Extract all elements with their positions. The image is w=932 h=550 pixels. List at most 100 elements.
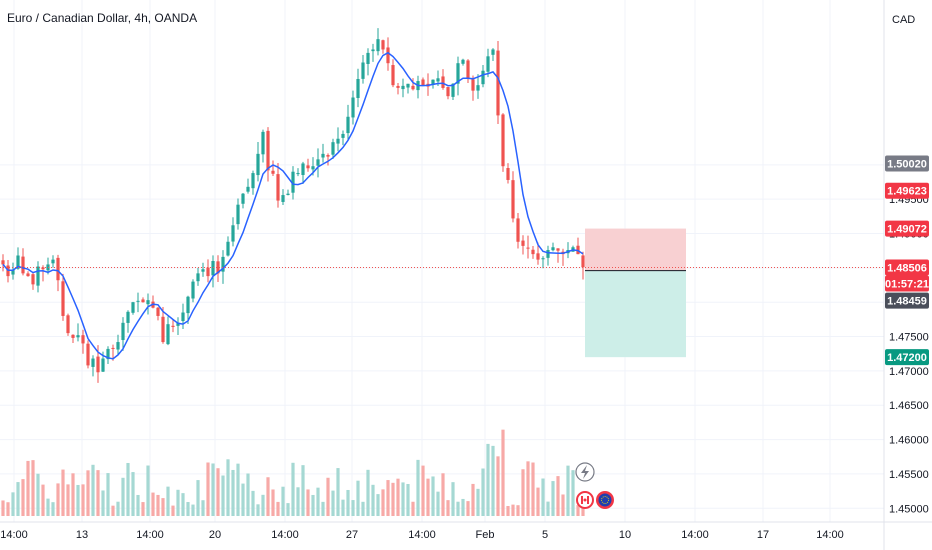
lightning-icon[interactable] [575,462,595,482]
candle-body[interactable] [461,59,465,64]
candle-body[interactable] [36,266,40,286]
candle-body[interactable] [1,260,5,265]
candle-body[interactable] [536,253,540,260]
candle-body[interactable] [201,269,205,272]
candle-body[interactable] [526,247,530,249]
candle-body[interactable] [321,153,325,158]
candle-body[interactable] [481,70,485,85]
candle-body[interactable] [61,281,65,316]
candle-body[interactable] [56,257,60,281]
candle-body[interactable] [451,83,455,97]
candle-body[interactable] [86,343,90,366]
candle-body[interactable] [281,195,285,202]
candle-body[interactable] [11,269,15,275]
candle-body[interactable] [301,163,305,176]
candle-body[interactable] [241,193,245,204]
price-badge-current[interactable]: 1.48506 [885,259,929,276]
candle-body[interactable] [546,250,550,258]
candle-body[interactable] [491,49,495,55]
price-badge-gray[interactable]: 1.50020 [885,155,929,172]
candle-body[interactable] [511,180,515,219]
candle-body[interactable] [531,249,535,255]
candle-body[interactable] [541,258,545,260]
candle-body[interactable] [196,273,200,282]
candle-body[interactable] [371,49,375,52]
candle-body[interactable] [126,311,130,323]
candle-body[interactable] [76,335,80,338]
candle-body[interactable] [221,256,225,272]
candle-body[interactable] [366,52,370,64]
candle-body[interactable] [271,170,275,174]
candle-body[interactable] [471,79,475,91]
candle-body[interactable] [296,173,300,175]
candle-body[interactable] [211,261,215,276]
candle-body[interactable] [506,168,510,180]
candle-body[interactable] [581,255,585,268]
candle-body[interactable] [51,259,55,264]
candle-body[interactable] [456,63,460,84]
candle-body[interactable] [306,165,310,169]
candle-body[interactable] [421,79,425,86]
candle-body[interactable] [276,174,280,201]
candle-body[interactable] [376,39,380,52]
candle-body[interactable] [401,85,405,90]
candle-body[interactable] [131,302,135,313]
candle-body[interactable] [436,78,440,82]
candle-body[interactable] [476,85,480,91]
candle-body[interactable] [146,300,150,305]
candle-body[interactable] [81,335,85,344]
candle-body[interactable] [21,256,25,274]
candle-body[interactable] [356,78,360,98]
candle-body[interactable] [191,281,195,299]
price-badge-countdown[interactable]: 01:57:21 [885,275,929,292]
candle-body[interactable] [291,171,295,193]
candle-body[interactable] [441,76,445,88]
candle-body[interactable] [266,130,270,171]
candle-body[interactable] [236,204,240,225]
candle-body[interactable] [286,193,290,196]
candle-body[interactable] [41,267,45,270]
candle-body[interactable] [216,261,220,274]
candle-body[interactable] [256,153,260,176]
candle-body[interactable] [91,358,95,367]
candle-body[interactable] [336,138,340,144]
candle-body[interactable] [171,325,175,327]
candle-body[interactable] [96,356,100,373]
candle-body[interactable] [206,267,210,277]
candle-body[interactable] [261,131,265,155]
candle-body[interactable] [351,97,355,118]
candle-body[interactable] [551,247,555,251]
candle-body[interactable] [411,85,415,90]
candle-body[interactable] [116,342,120,350]
candle-body[interactable] [386,47,390,64]
candle-body[interactable] [26,273,30,277]
candle-body[interactable] [466,60,470,79]
candle-body[interactable] [381,40,385,50]
candle-body[interactable] [396,85,400,88]
price-badge-stop[interactable]: 1.49623 [885,182,929,199]
price-badge-target[interactable]: 1.47200 [885,349,929,366]
candle-body[interactable] [181,312,185,322]
candle-body[interactable] [406,83,410,88]
candle-body[interactable] [176,322,180,326]
currency-label[interactable]: CAD [892,14,915,26]
take-profit-zone[interactable] [585,270,686,358]
candle-body[interactable] [446,87,450,97]
candle-body[interactable] [486,56,490,72]
candle-body[interactable] [431,79,435,85]
candle-body[interactable] [316,159,320,166]
candle-body[interactable] [346,116,350,134]
price-badge-entry[interactable]: 1.48459 [885,292,929,309]
candle-body[interactable] [361,62,365,79]
candle-body[interactable] [31,274,35,285]
candle-body[interactable] [66,315,70,334]
candle-body[interactable] [141,299,145,303]
candle-body[interactable] [16,255,20,269]
candle-body[interactable] [161,316,165,343]
candle-body[interactable] [231,225,235,242]
canada-flag-icon[interactable] [576,491,594,509]
candle-body[interactable] [326,155,330,157]
candle-body[interactable] [521,240,525,246]
candle-body[interactable] [71,334,75,338]
